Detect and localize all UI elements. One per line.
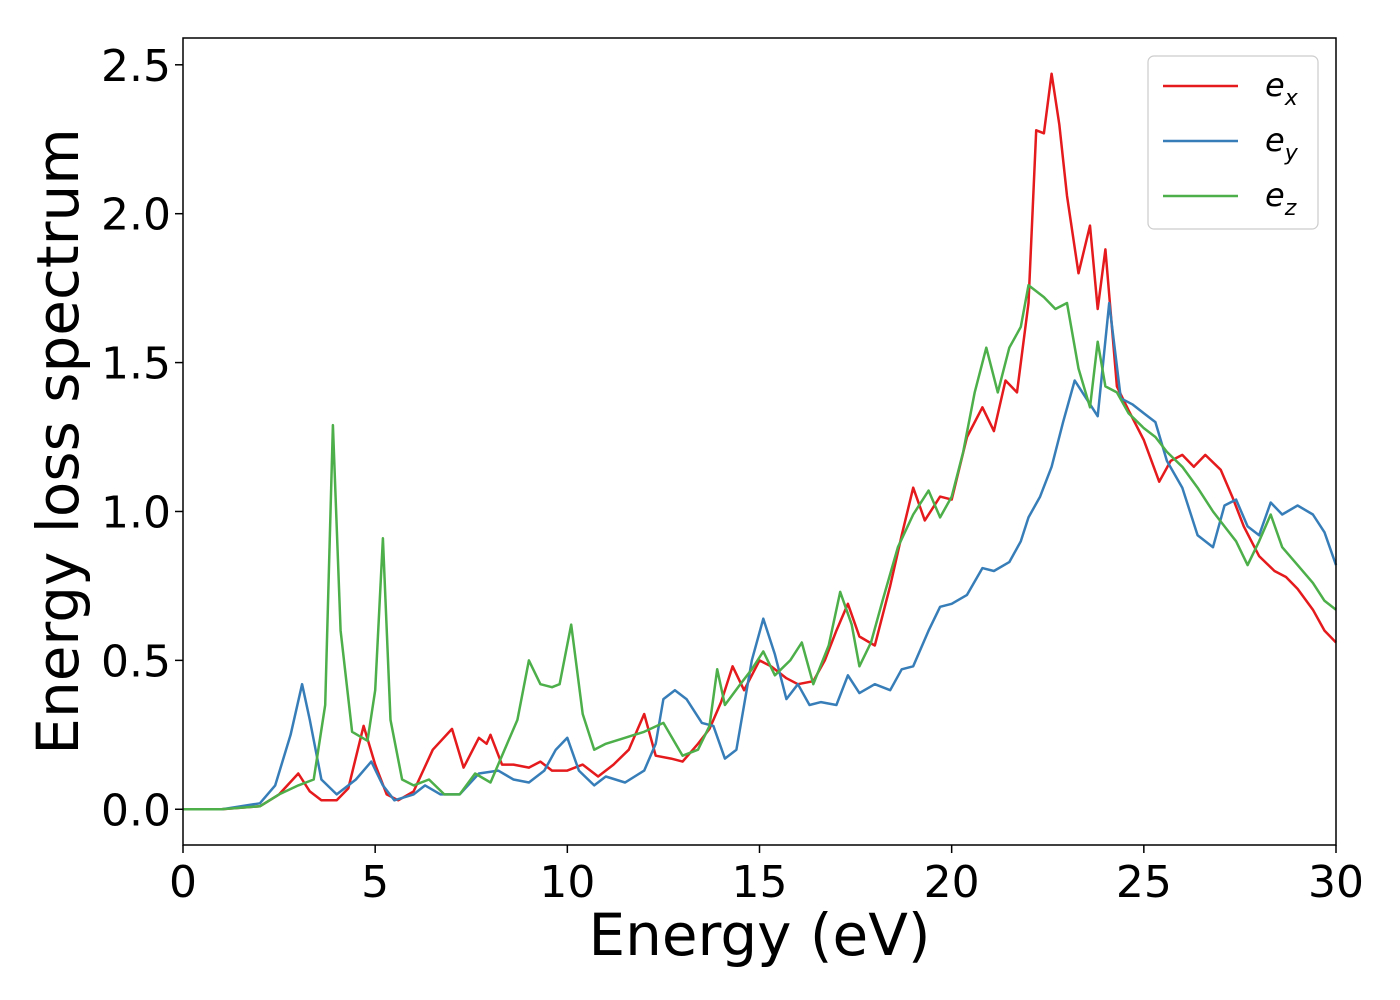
x-tick-label: 25 — [1116, 857, 1172, 908]
x-tick-label: 20 — [924, 857, 980, 908]
x-tick-label: 30 — [1308, 857, 1364, 908]
legend-label-x: ex — [1265, 66, 1299, 111]
x-tick-label: 10 — [539, 857, 595, 908]
axis-layer: 0 5 10 15 20 25 30 0.0 0.5 1.0 1.5 2.0 2.5 — [101, 41, 1364, 908]
y-axis-title: Energy loss spectrum — [24, 128, 92, 754]
series-line-y — [183, 301, 1338, 811]
y-tick-label: 0.5 — [101, 636, 171, 687]
series-line-z — [183, 283, 1337, 811]
y-tick-label: 1.5 — [101, 339, 171, 390]
y-tick-label: 2.0 — [101, 190, 171, 241]
y-tick-label: 1.0 — [101, 487, 171, 538]
y-tick-label: 0.0 — [101, 785, 171, 836]
x-axis-title: Energy (eV) — [588, 901, 930, 969]
legend: ex ey ez — [1147, 55, 1319, 230]
x-tick-label: 0 — [169, 857, 197, 908]
legend-box — [1147, 55, 1319, 230]
x-tick-label: 5 — [361, 857, 389, 908]
x-tick-label: 15 — [732, 857, 788, 908]
series-layer — [183, 72, 1338, 811]
legend-label-y: ey — [1265, 121, 1299, 166]
y-tick-label: 2.5 — [101, 41, 171, 92]
legend-label-z: ez — [1265, 176, 1297, 221]
